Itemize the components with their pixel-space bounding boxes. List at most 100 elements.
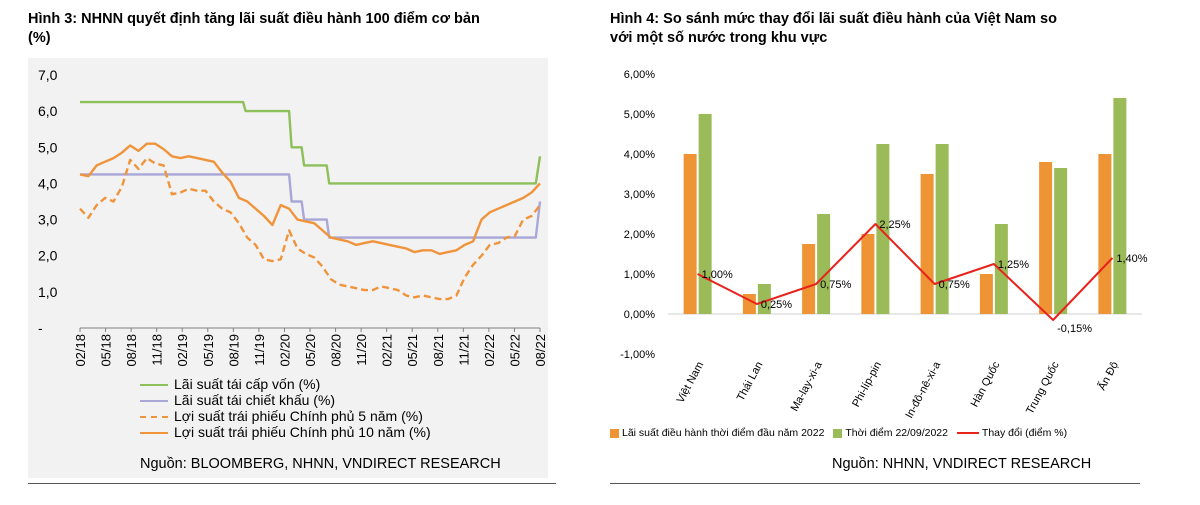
x-tick-label: 11/21: [456, 334, 471, 366]
x-tick-label: 08/18: [124, 334, 139, 367]
left-panel: Hình 3: NHNN quyết định tăng lãi suất đi…: [0, 0, 575, 505]
x-tick-label: 02/21: [380, 334, 395, 367]
left-chart-title: Hình 3: NHNN quyết định tăng lãi suất đi…: [28, 10, 573, 48]
legend-swatch-green: [140, 384, 168, 386]
category-label: Trung Quốc: [1024, 359, 1062, 416]
legend-item-change: Thay đổi (điểm %): [956, 427, 1068, 440]
series-line-0: [80, 100, 542, 185]
left-divider: [28, 483, 556, 484]
category-label: Ma-lay-xi-a: [789, 359, 826, 413]
legend-swatch-lavender: [140, 400, 168, 402]
legend-label: Lợi suất trái phiếu Chính phủ 5 năm (%): [174, 408, 423, 424]
left-chart-area: - 1,0 2,0 3,0 4,0 5,0 6,0 7,0 02/18 05/18 08/18 11/…: [28, 58, 548, 478]
right-legend: Lãi suất điều hành thời điểm đầu năm 202…: [610, 427, 1073, 439]
x-tick-label: 05/21: [405, 334, 420, 367]
legend-item-bond-10y: Lợi suất trái phiếu Chính phủ 10 năm (%): [140, 424, 431, 440]
series-line-1: [80, 173, 542, 239]
legend-swatch-orange: [140, 432, 168, 434]
data-label: 2,25%: [879, 219, 910, 231]
legend-swatch-orange-dashed: [140, 416, 168, 418]
left-title-line1: Hình 3: NHNN quyết định tăng lãi suất đi…: [28, 11, 480, 27]
right-panel: Hình 4: So sánh mức thay đổi lãi suất đi…: [600, 0, 1200, 505]
y-tick-label: -: [38, 320, 43, 336]
category-label: Ấn Độ: [1095, 359, 1121, 392]
bar-sep-2022: [994, 224, 1008, 314]
right-divider: [610, 483, 1140, 484]
category-label: In-đô-nê-xi-a: [903, 359, 943, 420]
legend-item-rediscount: Lãi suất tái chiết khấu (%): [140, 392, 431, 408]
legend-swatch-red-line: [956, 432, 979, 435]
y-tick-label: 5,0: [38, 139, 58, 155]
x-tick-label: 08/19: [226, 334, 241, 367]
legend-label: Lợi suất trái phiếu Chính phủ 10 năm (%): [174, 424, 431, 440]
y-tick-label: 3,00%: [624, 189, 655, 201]
data-label: -0,15%: [1057, 323, 1092, 335]
legend-item-refinancing: Lãi suất tái cấp vốn (%): [140, 376, 431, 392]
data-label: 0,75%: [939, 279, 970, 291]
bar-start-2022: [861, 234, 875, 314]
right-source: Nguồn: NHNN, VNDIRECT RESEARCH: [832, 456, 1092, 472]
y-tick-label: 6,00%: [624, 69, 655, 81]
x-tick-label: 11/19: [252, 334, 267, 366]
y-tick-label: -1,00%: [620, 349, 655, 361]
y-tick-label: 5,00%: [624, 109, 655, 121]
x-tick-label: 05/22: [507, 334, 522, 367]
y-tick-label: 4,00%: [624, 149, 655, 161]
data-label: 0,25%: [761, 299, 792, 311]
legend-item-start-2022: Lãi suất điều hành thời điểm đầu năm 202…: [610, 427, 824, 439]
left-title-line2: (%): [28, 30, 51, 46]
bar-start-2022: [1039, 162, 1053, 314]
category-label: Phi-líp-pin: [850, 360, 884, 409]
right-chart-title: Hình 4: So sánh mức thay đổi lãi suất đi…: [610, 10, 1170, 48]
bar-sep-2022: [757, 284, 771, 314]
right-bar-chart: 6,00% 5,00% 4,00% 3,00% 2,00% 1,00% 0,00% -1,00…: [620, 69, 1148, 420]
y-tick-label: 7,0: [38, 67, 58, 83]
legend-item-bond-5y: Lợi suất trái phiếu Chính phủ 5 năm (%): [140, 408, 431, 424]
left-legend: Lãi suất tái cấp vốn (%) Lãi suất tái ch…: [140, 376, 431, 440]
y-tick-label: 3,0: [38, 212, 58, 228]
series-line-2: [79, 156, 541, 301]
series-line-3: [79, 142, 541, 256]
x-tick-label: 08/21: [431, 334, 446, 367]
y-tick-label: 2,0: [38, 248, 58, 264]
x-tick-label: 02/20: [277, 334, 292, 367]
y-tick-label: 6,0: [38, 103, 58, 119]
change-line: [697, 223, 1114, 321]
legend-item-sep-2022: Thời điểm 22/09/2022: [833, 427, 948, 439]
bar-sep-2022: [1113, 98, 1127, 314]
legend-label: Thời điểm 22/09/2022: [845, 427, 948, 440]
bar-start-2022: [979, 274, 993, 314]
legend-label: Lãi suất tái chiết khấu (%): [174, 392, 336, 408]
category-label: Thái Lan: [735, 360, 766, 403]
legend-label: Thay đổi (điểm %): [981, 427, 1068, 440]
x-tick-label: 05/20: [303, 334, 318, 367]
legend-swatch-green: [833, 428, 843, 438]
x-tick-label: 05/18: [99, 334, 114, 367]
x-tick-label: 02/19: [175, 334, 190, 367]
x-tick-label: 02/22: [482, 334, 497, 367]
x-tick-label: 11/18: [150, 334, 165, 366]
y-tick-label: 4,0: [38, 175, 58, 191]
bar-start-2022: [802, 244, 816, 314]
legend-label: Lãi suất tái cấp vốn (%): [174, 376, 321, 392]
bar-start-2022: [1098, 154, 1112, 314]
y-tick-label: 1,00%: [624, 269, 655, 281]
data-label: 0,75%: [820, 279, 851, 291]
y-tick-label: 1,0: [38, 284, 58, 300]
bar-start-2022: [683, 154, 697, 314]
data-label: 1,40%: [1116, 253, 1147, 265]
x-tick-label: 08/20: [329, 334, 344, 367]
right-title-line2: với một số nước trong khu vực: [610, 30, 828, 46]
legend-swatch-orange: [610, 428, 619, 438]
data-label: 1,00%: [702, 269, 733, 281]
bar-sep-2022: [876, 144, 890, 314]
left-source: Nguồn: BLOOMBERG, NHNN, VNDIRECT RESEARC…: [140, 456, 501, 472]
bar-sep-2022: [935, 144, 949, 314]
category-label: Việt Nam: [675, 360, 707, 405]
y-tick-label: 0,00%: [624, 309, 655, 321]
data-label: 1,25%: [998, 259, 1029, 271]
bar-sep-2022: [817, 214, 831, 314]
bar-sep-2022: [1054, 168, 1068, 314]
y-tick-label: 2,00%: [624, 229, 655, 241]
bar-sep-2022: [698, 114, 712, 314]
